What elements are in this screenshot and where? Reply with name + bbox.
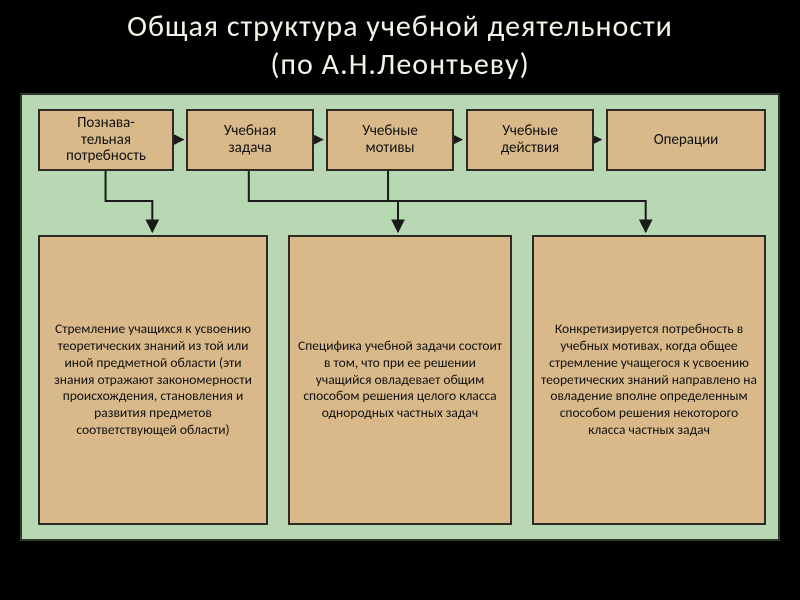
title-line-1: Общая структура учебной деятельности xyxy=(127,8,673,45)
detail-learning-motives: Конкретизируется потребность в учебных м… xyxy=(532,235,766,525)
detail-learning-task: Специфика учебной задачи состоит в том, … xyxy=(288,235,512,525)
node-learning-actions: Учебныедействия xyxy=(466,109,594,171)
detail-cognitive-need: Стремление учащихся к усвоению теоретиче… xyxy=(38,235,268,525)
title-line-2: (по А.Н.Леонтьеву) xyxy=(270,46,529,83)
slide-title-area: Общая структура учебной деятельности (по… xyxy=(0,0,800,93)
node-learning-motives: Учебныемотивы xyxy=(326,109,454,171)
node-cognitive-need: Познава-тельнаяпотреб­ность xyxy=(38,109,174,171)
diagram-panel: Познава-тельнаяпотреб­ность Учебнаязадач… xyxy=(20,93,780,541)
node-operations: Операции xyxy=(606,109,766,171)
slide-title: Общая структура учебной деятельности (по… xyxy=(20,8,780,83)
node-learning-task: Учебнаязадача xyxy=(186,109,314,171)
